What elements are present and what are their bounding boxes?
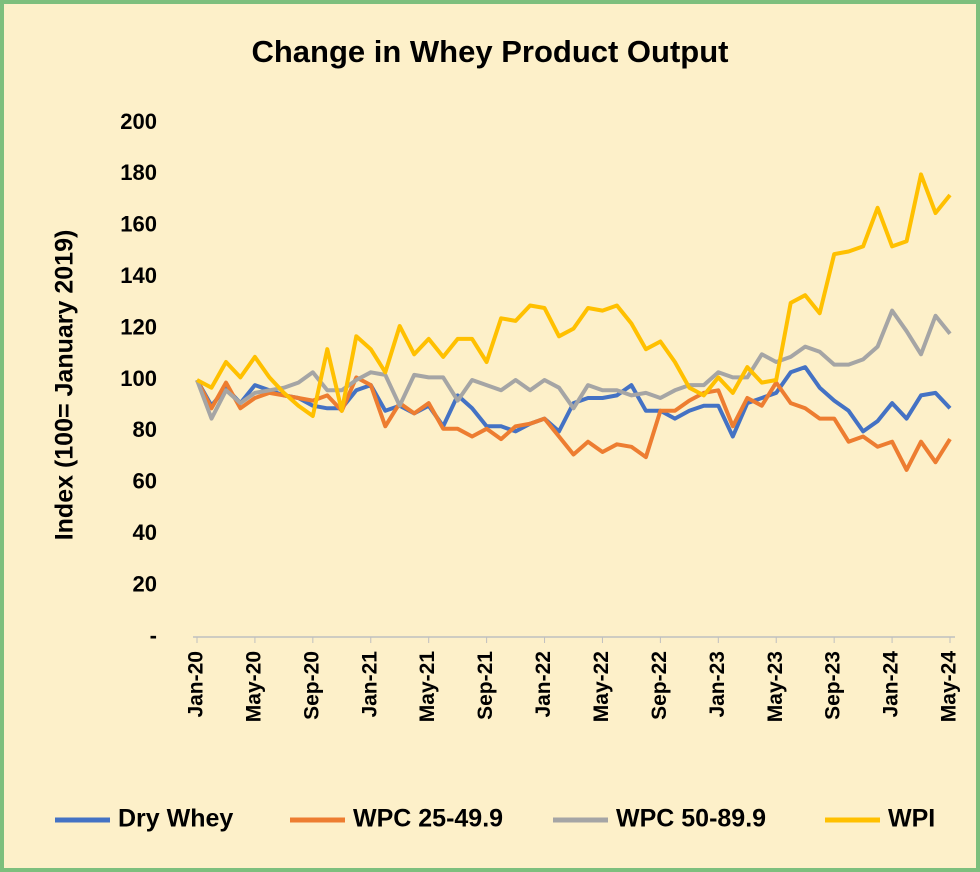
- series-line: [195, 365, 952, 439]
- y-tick-label: 40: [133, 520, 157, 545]
- x-tick-label: Jan-21: [358, 651, 381, 718]
- legend-label: WPI: [888, 805, 935, 833]
- y-tick-label: 160: [120, 212, 157, 237]
- y-tick-label: 60: [133, 469, 157, 494]
- x-tick-label: May-23: [764, 651, 787, 722]
- x-tick-label: May-22: [590, 651, 613, 722]
- x-tick-label: May-20: [242, 651, 265, 722]
- y-tick-label: 20: [133, 571, 157, 596]
- x-tick-label: Jan-22: [532, 651, 555, 718]
- legend-label: Dry Whey: [118, 805, 233, 833]
- y-tick-label: -: [150, 623, 157, 648]
- series-line: [195, 308, 952, 421]
- series-line: [196, 172, 952, 418]
- y-tick-label: 200: [120, 109, 157, 134]
- legend-label: WPC 25-49.9: [353, 805, 503, 833]
- y-tick-label: 120: [120, 314, 157, 339]
- series-line: [195, 375, 952, 472]
- x-tick-label: Jan-20: [185, 651, 208, 718]
- chart-title: Change in Whey Product Output: [251, 34, 728, 69]
- x-tick-label: May-21: [416, 651, 439, 723]
- legend-label: WPC 50-89.9: [616, 805, 766, 833]
- y-tick-label: 100: [120, 366, 157, 391]
- y-axis-label: Index (100= January 2019): [51, 230, 79, 541]
- x-tick-label: Sep-22: [648, 651, 671, 720]
- x-tick-label: Sep-21: [474, 651, 497, 720]
- x-tick-label: Jan-23: [706, 651, 729, 718]
- x-tick-label: Sep-20: [300, 651, 323, 720]
- x-tick-label: May-24: [938, 651, 961, 723]
- y-tick-label: 140: [120, 263, 157, 288]
- x-tick-label: Jan-24: [880, 651, 903, 718]
- y-tick-label: 180: [120, 160, 157, 185]
- x-tick-label: Sep-23: [822, 651, 845, 720]
- y-tick-label: 80: [133, 417, 157, 442]
